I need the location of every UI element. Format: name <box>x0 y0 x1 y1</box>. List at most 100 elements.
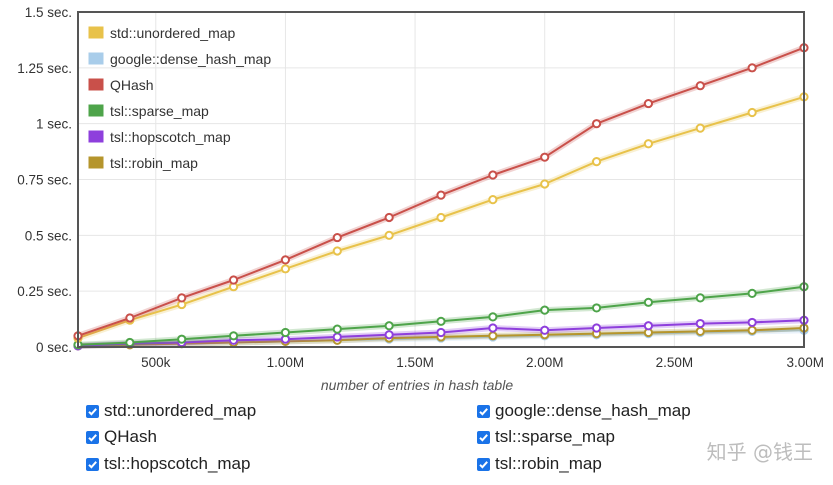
checkbox-checked-icon[interactable] <box>477 457 490 471</box>
data-point <box>591 157 602 167</box>
checkbox-checked-icon[interactable] <box>477 404 490 418</box>
data-point <box>591 303 602 313</box>
data-point <box>540 325 550 335</box>
data-point <box>384 212 394 223</box>
toggle-std-unordered-map[interactable]: std::unordered_map <box>86 400 256 422</box>
data-point <box>695 81 705 91</box>
data-point <box>695 123 705 133</box>
legend-swatch <box>87 77 105 92</box>
data-point <box>436 212 446 223</box>
data-point <box>591 323 602 333</box>
toggle-google-dense-hash-map[interactable]: google::dense_hash_map <box>477 400 691 422</box>
data-point <box>280 327 291 338</box>
data-point <box>643 139 654 149</box>
x-tick-label: 1.00M <box>267 355 305 370</box>
legend-entry: std::unordered_map <box>110 25 236 41</box>
toggle-label: tsl::robin_map <box>495 454 602 473</box>
data-point <box>695 326 705 336</box>
data-point <box>643 321 654 331</box>
x-tick-label: 2.00M <box>526 355 564 370</box>
toggle-label: QHash <box>104 427 157 446</box>
data-point <box>488 331 498 341</box>
checkbox-checked-icon[interactable] <box>86 457 99 471</box>
data-point <box>436 327 446 338</box>
y-tick-label: 1.25 sec. <box>17 61 72 76</box>
y-tick-label: 1.5 sec. <box>25 5 72 20</box>
legend-swatch <box>87 129 105 144</box>
y-tick-label: 0.25 sec. <box>17 284 72 299</box>
y-tick-label: 0.75 sec. <box>17 173 72 188</box>
y-tick-label: 1 sec. <box>36 117 72 132</box>
data-point <box>747 107 757 118</box>
x-tick-label: 1.50M <box>396 355 434 370</box>
toggle-label: google::dense_hash_map <box>495 401 691 420</box>
data-point <box>643 98 654 109</box>
data-point <box>332 246 342 256</box>
y-tick-label: 0 sec. <box>36 340 72 355</box>
data-point <box>540 305 550 315</box>
y-tick-label: 0.5 sec. <box>25 228 72 243</box>
data-point <box>332 332 342 342</box>
data-point <box>488 312 498 322</box>
legend-entry: tsl::hopscotch_map <box>110 129 231 145</box>
data-point <box>228 275 239 285</box>
toggle-tsl-hopscotch-map[interactable]: tsl::hopscotch_map <box>86 453 250 475</box>
data-point <box>747 317 757 328</box>
data-point <box>747 325 757 335</box>
checkbox-checked-icon[interactable] <box>477 430 490 444</box>
x-tick-label: 3.00M <box>786 355 824 370</box>
data-point <box>177 334 187 344</box>
data-point <box>747 288 757 298</box>
data-point <box>384 330 394 340</box>
data-point <box>591 119 602 129</box>
x-tick-label: 500k <box>141 355 171 370</box>
legend-swatch <box>87 51 105 66</box>
data-point <box>643 297 654 307</box>
data-point <box>488 323 498 333</box>
data-point <box>695 318 705 329</box>
checkbox-checked-icon[interactable] <box>86 430 99 444</box>
legend-swatch <box>87 25 105 40</box>
toggle-tsl-sparse-map[interactable]: tsl::sparse_map <box>477 426 615 448</box>
plot-border <box>77 11 805 348</box>
data-point <box>436 316 446 326</box>
legend: std::unordered_mapgoogle::dense_hash_map… <box>87 25 271 171</box>
data-point <box>488 195 498 205</box>
legend-swatch <box>87 155 105 170</box>
data-point <box>540 152 550 162</box>
legend-swatch <box>87 103 105 118</box>
x-axis-label: number of entries in hash table <box>321 377 513 393</box>
data-point <box>384 230 394 240</box>
series-toggle-panel: std::unordered_map google::dense_hash_ma… <box>0 396 833 485</box>
data-point <box>488 170 498 180</box>
data-point <box>384 321 394 331</box>
data-point <box>332 324 342 334</box>
watermark: 知乎 @钱王 <box>706 440 813 464</box>
legend-entry: tsl::robin_map <box>110 155 198 171</box>
x-axis-ticks: 500k 1.00M 1.50M 2.00M 2.50M 3.00M <box>141 355 824 370</box>
series-lines <box>73 43 809 351</box>
x-tick-label: 2.50M <box>656 355 694 370</box>
y-axis-ticks: 0 sec. 0.25 sec. 0.5 sec. 0.75 sec. 1 sec. 1.… <box>17 5 72 355</box>
data-point <box>228 331 239 341</box>
hash-table-benchmark-chart: 0 sec. 0.25 sec. 0.5 sec. 0.75 sec. 1 sec. 1.… <box>17 5 824 393</box>
data-point <box>177 293 187 303</box>
data-point <box>280 264 291 274</box>
toggle-tsl-robin-map[interactable]: tsl::robin_map <box>477 453 602 475</box>
data-point <box>695 293 705 303</box>
toggle-label: tsl::hopscotch_map <box>104 454 251 473</box>
data-point <box>436 190 446 200</box>
toggle-qhash[interactable]: QHash <box>86 426 157 448</box>
legend-entry: tsl::sparse_map <box>110 103 209 119</box>
legend-entry: QHash <box>110 77 154 93</box>
toggle-label: std::unordered_map <box>104 401 257 420</box>
data-point <box>747 63 757 73</box>
data-point <box>125 313 135 323</box>
checkbox-checked-icon[interactable] <box>86 404 99 418</box>
data-point <box>332 232 342 243</box>
data-point <box>280 255 291 265</box>
toggle-label: tsl::sparse_map <box>495 427 615 446</box>
data-point <box>540 179 550 189</box>
legend-entry: google::dense_hash_map <box>110 51 271 67</box>
data-point <box>125 337 135 348</box>
